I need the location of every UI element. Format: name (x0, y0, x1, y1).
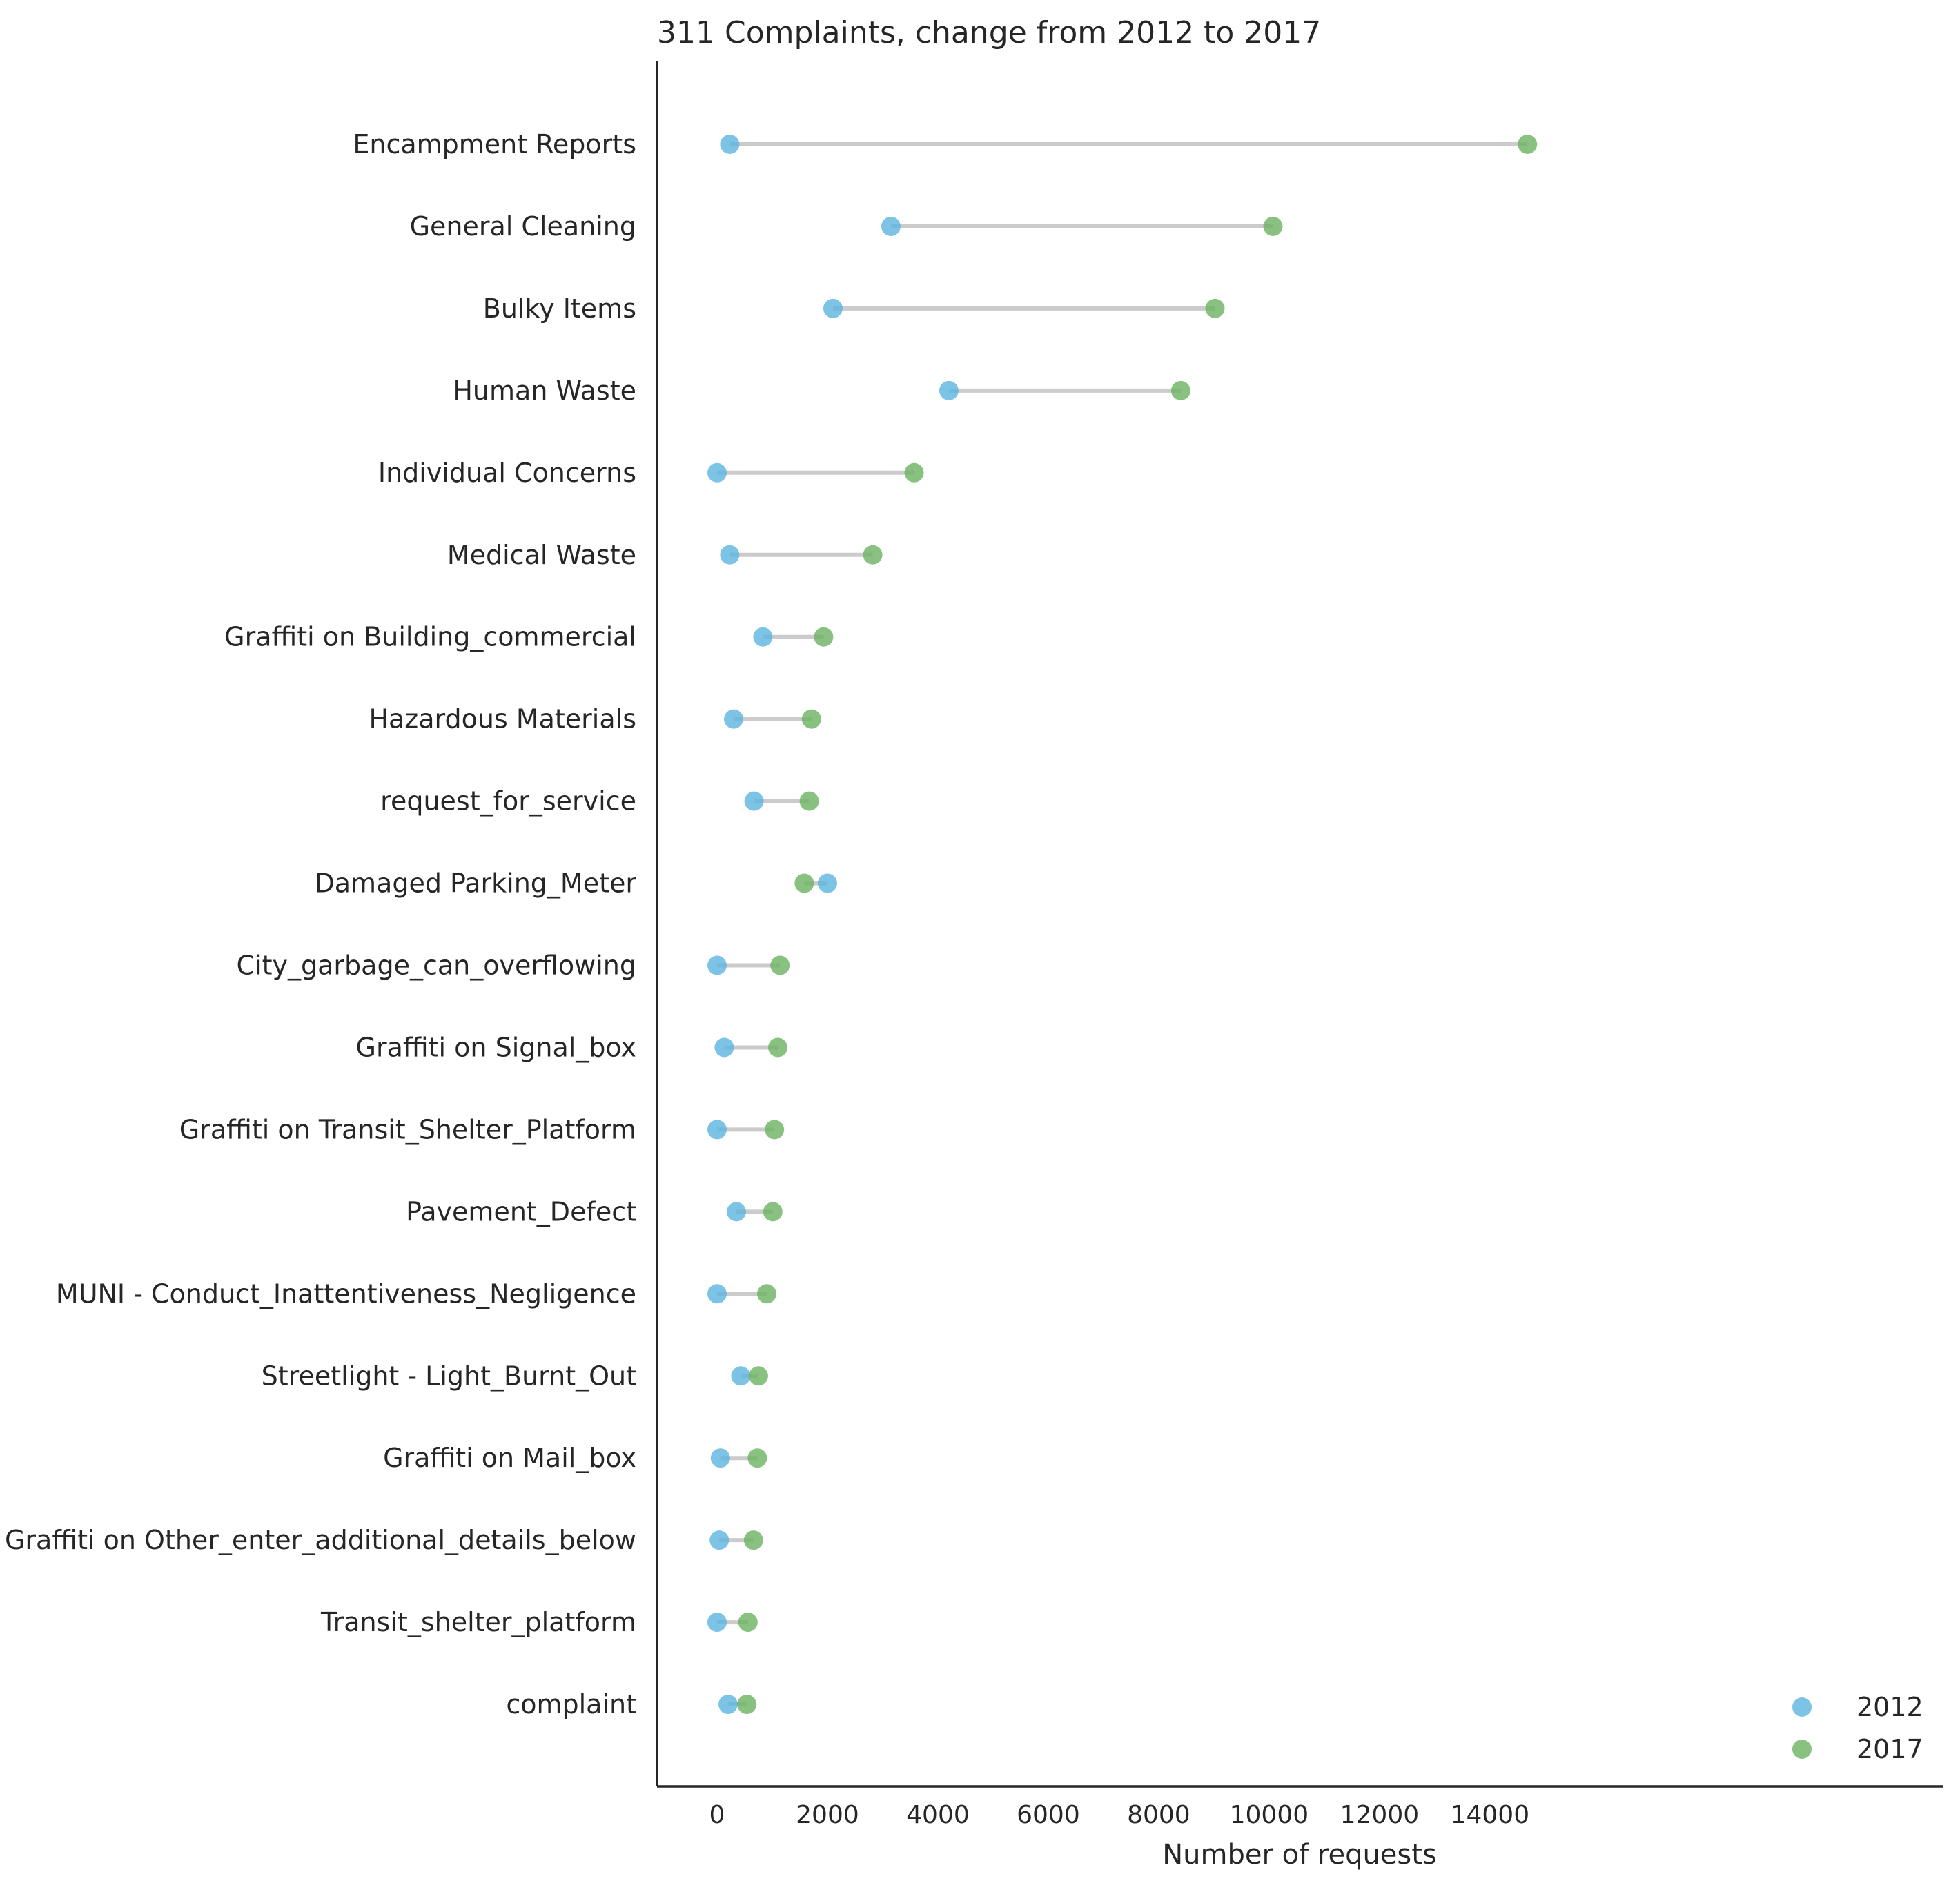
category-label: Graffiti on Other_enter_additional_detai… (5, 1525, 636, 1555)
point-2017 (767, 1037, 787, 1058)
x-tick-label: 6000 (1017, 1801, 1080, 1829)
point-2017 (1205, 298, 1225, 318)
point-2012 (707, 1120, 727, 1140)
point-2017 (794, 873, 814, 893)
category-label: Hazardous Materials (369, 704, 636, 734)
point-2017 (747, 1448, 767, 1468)
point-2017 (756, 1284, 776, 1304)
category-label: request_for_service (380, 786, 636, 817)
category-label: Streetlight - Light_Burnt_Out (262, 1361, 636, 1391)
point-2012 (714, 1037, 734, 1058)
point-2017 (1518, 135, 1538, 154)
x-axis-label: Number of requests (1162, 1839, 1437, 1871)
point-2017 (863, 545, 883, 565)
point-2017 (799, 791, 819, 811)
point-2017 (748, 1366, 768, 1386)
category-label: Encampment Reports (353, 129, 636, 159)
point-2012 (707, 462, 727, 483)
point-2012 (731, 1366, 751, 1386)
point-2012 (823, 298, 843, 318)
point-2012 (753, 627, 773, 647)
x-tick-label: 4000 (906, 1801, 970, 1829)
x-tick-label: 8000 (1127, 1801, 1190, 1829)
point-2017 (904, 462, 924, 483)
point-2012 (707, 1284, 727, 1304)
category-label: Graffiti on Signal_box (356, 1032, 636, 1062)
legend-label-2017: 2017 (1856, 1734, 1923, 1764)
category-label: Human Waste (453, 376, 636, 406)
x-tick-label: 12000 (1340, 1801, 1420, 1829)
category-label: Damaged Parking_Meter (314, 868, 636, 899)
legend-marker-2012 (1792, 1697, 1812, 1717)
category-label: Graffiti on Building_commercial (224, 622, 636, 652)
category-label: Medical Waste (447, 540, 636, 570)
x-axis-ticks: 0 2000 4000 6000 8000 10000 12000 14000 (709, 1801, 1530, 1829)
category-label: Transit_shelter_platform (320, 1607, 636, 1637)
point-2012 (720, 545, 740, 565)
point-2017 (737, 1695, 757, 1715)
chart-title: 311 Complaints, change from 2012 to 2017 (657, 15, 1321, 50)
point-2012 (718, 1695, 738, 1715)
category-label: Graffiti on Transit_Shelter_Platform (179, 1114, 636, 1144)
point-2017 (770, 955, 790, 975)
category-label: MUNI - Conduct_Inattentiveness_Negligenc… (56, 1278, 636, 1309)
point-2017 (738, 1613, 758, 1633)
category-label: complaint (506, 1689, 636, 1719)
point-2012 (939, 380, 959, 400)
point-2012 (707, 1613, 727, 1633)
category-label: Graffiti on Mail_box (383, 1443, 636, 1473)
x-tick-label: 10000 (1230, 1801, 1309, 1829)
point-2012 (720, 135, 740, 154)
point-2012 (707, 955, 727, 975)
category-label: Bulky Items (483, 293, 636, 324)
legend-label-2012: 2012 (1856, 1692, 1923, 1722)
legend: 2012 2017 (1792, 1692, 1923, 1764)
point-2017 (1263, 216, 1283, 236)
point-2017 (801, 709, 821, 729)
point-2012 (710, 1448, 730, 1468)
x-tick-label: 0 (709, 1801, 725, 1829)
category-label: City_garbage_can_overflowing (237, 951, 636, 981)
point-2012 (726, 1202, 746, 1222)
x-tick-label: 2000 (796, 1801, 859, 1829)
category-labels: Encampment Reports General Cleaning Bulky … (5, 129, 636, 1719)
point-2012 (709, 1530, 729, 1550)
point-2017 (814, 627, 834, 647)
category-label: Pavement_Defect (406, 1196, 636, 1227)
point-2012 (881, 216, 901, 236)
legend-marker-2017 (1792, 1740, 1812, 1759)
category-label: General Cleaning (410, 211, 636, 242)
data-points (707, 135, 1538, 1715)
point-2017 (743, 1530, 763, 1550)
point-2012 (723, 709, 743, 729)
x-tick-label: 14000 (1451, 1801, 1530, 1829)
point-2017 (765, 1120, 785, 1140)
point-2017 (763, 1202, 783, 1222)
connector-lines (717, 142, 1528, 1707)
category-label: Individual Concerns (378, 458, 636, 488)
point-2012 (744, 791, 764, 811)
point-2017 (1170, 380, 1190, 400)
point-2012 (817, 873, 837, 893)
